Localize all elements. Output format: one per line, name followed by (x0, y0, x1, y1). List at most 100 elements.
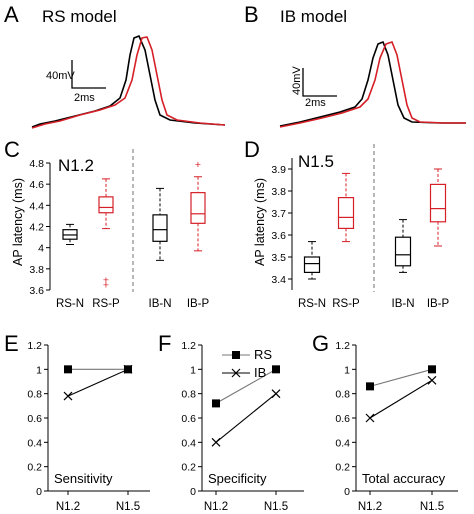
panel-e-title: Sensitivity (54, 471, 113, 486)
ib-scale-voltage: 40mV (291, 66, 303, 95)
panel-g-ytick-label: 0.2 (335, 462, 350, 474)
panel-e-ytick-label: 0.6 (27, 413, 42, 425)
panel-f-square-marker (212, 399, 220, 408)
panel-e-xtick-label: N1.5 (116, 501, 140, 513)
panel-f-legend-label: IB (254, 365, 266, 380)
panel-f-letter: F (158, 331, 171, 356)
panel-c: C N1.2 AP latency (ms) 3.6 3.8 4 4.2 4.4 4.6 4… (4, 137, 210, 310)
panel-e-ytick-label: 0.2 (27, 462, 42, 474)
panel-c-ytick-label: 4.6 (29, 179, 44, 191)
panel-f-legend-label: RS (254, 347, 272, 362)
panel-d-ytick-label: 3.8 (271, 186, 286, 198)
panel-g-letter: G (312, 331, 329, 356)
panel-f-ytick-label: 0.8 (181, 389, 196, 401)
panel-c-rs-n-label: RS-N (56, 298, 84, 310)
panel-d-ib-p-label: IB-P (427, 298, 450, 310)
panel-d-ylabel: AP latency (ms) (253, 178, 267, 266)
panel-e-ytick-label: 0.8 (27, 389, 42, 401)
panel-g-series-square-line (369, 368, 433, 387)
panel-e-series-x-line (67, 368, 129, 397)
panel-g-title: Total accuracy (362, 471, 446, 486)
panel-f-ytick-label: 1 (190, 364, 196, 376)
panel-d-letter: D (244, 137, 260, 162)
panel-g-square-marker (366, 382, 374, 391)
panel-g-ytick-label: 0 (344, 486, 350, 498)
panel-f-ytick-label: 0.4 (181, 437, 196, 449)
ib-trace-red (279, 40, 466, 128)
panel-b-letter: B (244, 2, 259, 27)
panel-c-rs-p-box (98, 196, 114, 214)
panel-g-xtick-label: N1.5 (420, 501, 444, 513)
panel-g-ytick-label: 0.4 (335, 437, 350, 449)
panel-f-title: Specificity (208, 471, 267, 486)
panel-e-xtick-label: N1.2 (56, 501, 80, 513)
panel-c-ytick-label: 4.8 (29, 158, 44, 170)
panel-c-ylabel: AP latency (ms) (11, 178, 25, 266)
panel-c-ib-n-label: IB-N (149, 298, 172, 310)
panel-e-x-marker (63, 391, 73, 401)
rs-scale-bar (71, 60, 106, 89)
panel-f-x-marker (211, 437, 221, 447)
panel-c-rs-p-label: RS-P (92, 298, 120, 310)
panel-g: G 0 0.2 0.4 0.6 0.8 1 1.2 N1.2 N1.5 Total accurac… (312, 331, 458, 513)
ib-trace-black (279, 40, 466, 127)
panel-d-ytick-label: 3.5 (271, 252, 286, 264)
panel-c-ytick-label: 4.2 (29, 222, 44, 234)
panel-f-ytick-label: 0 (190, 486, 196, 498)
panel-c-ytick-label: 4.4 (29, 200, 44, 212)
ib-scale-time: 2ms (305, 97, 326, 109)
panel-e-ytick-label: 1.2 (27, 340, 42, 352)
panel-e-letter: E (4, 331, 19, 356)
panel-g-ytick-label: 1 (344, 364, 350, 376)
panel-c-inset: N1.2 (58, 156, 94, 175)
panel-g-x-marker (427, 375, 437, 385)
panel-g-ytick-label: 0.6 (335, 413, 350, 425)
panel-a-title: RS model (42, 7, 117, 26)
panel-f-ytick-label: 0.2 (181, 462, 196, 474)
panel-b-title: IB model (280, 7, 347, 26)
panel-d-ib-n-box (394, 236, 412, 267)
panel-f-ytick-label: 0.6 (181, 413, 196, 425)
panel-e-square-marker (64, 365, 72, 374)
panel-f-xtick-label: N1.5 (264, 501, 288, 513)
rs-trace-red (31, 36, 226, 129)
panel-f-ytick-label: 1.2 (181, 340, 196, 352)
panel-f: F 0 0.2 0.4 0.6 0.8 1 1.2 N1.2 N1.5 RS IB Specifici… (158, 331, 304, 513)
panel-g-square-marker (428, 365, 436, 374)
panel-g-series-x-line (369, 379, 433, 419)
panel-e: E 0 0.2 0.4 0.6 0.8 1 1.2 N1.2 N1.5 Sensitivity (4, 331, 150, 513)
panel-c-rs-p-outlier: + (103, 274, 109, 286)
panel-b: B IB model 40mV 2ms (244, 2, 466, 128)
panel-c-ib-p-box (190, 192, 206, 224)
panel-g-ytick-label: 1.2 (335, 340, 350, 352)
panel-d-rs-p-box (337, 197, 355, 230)
panel-d-ytick-label: 3.7 (271, 208, 286, 220)
panel-g-xtick-label: N1.2 (358, 501, 382, 513)
panel-d-ytick-label: 3.4 (271, 274, 286, 286)
panel-f-legend-x (231, 368, 241, 378)
panel-e-ytick-label: 1 (36, 364, 42, 376)
panel-d-ib-n-label: IB-N (392, 298, 415, 310)
panel-d-inset: N1.5 (298, 152, 334, 171)
panel-f-series-x-line (215, 393, 277, 443)
panel-c-ib-p-outlier: + (195, 159, 201, 171)
panel-f-series-square-line (215, 368, 277, 404)
panel-c-ytick-label: 4 (38, 243, 44, 255)
panel-d-rs-p-label: RS-P (332, 298, 360, 310)
ib-scale-bar (302, 68, 337, 97)
panel-d-rs-n-label: RS-N (298, 298, 326, 310)
panel-d-ib-p-box (429, 183, 447, 223)
panel-e-ytick-label: 0 (36, 486, 42, 498)
panel-e-x-marker (123, 364, 133, 374)
panel-d-rs-n-box (303, 256, 321, 273)
panel-c-ytick-label: 3.6 (29, 285, 44, 297)
panel-g-ytick-label: 0.8 (335, 389, 350, 401)
panel-c-ib-p-label: IB-P (187, 298, 210, 310)
panel-g-x-marker (365, 413, 375, 423)
panel-c-rs-p-outlier: + (103, 280, 109, 292)
panel-c-ytick-label: 3.8 (29, 264, 44, 276)
panel-a-letter: A (4, 2, 19, 27)
panel-f-legend-square (232, 351, 240, 359)
panel-e-ytick-label: 0.4 (27, 437, 42, 449)
